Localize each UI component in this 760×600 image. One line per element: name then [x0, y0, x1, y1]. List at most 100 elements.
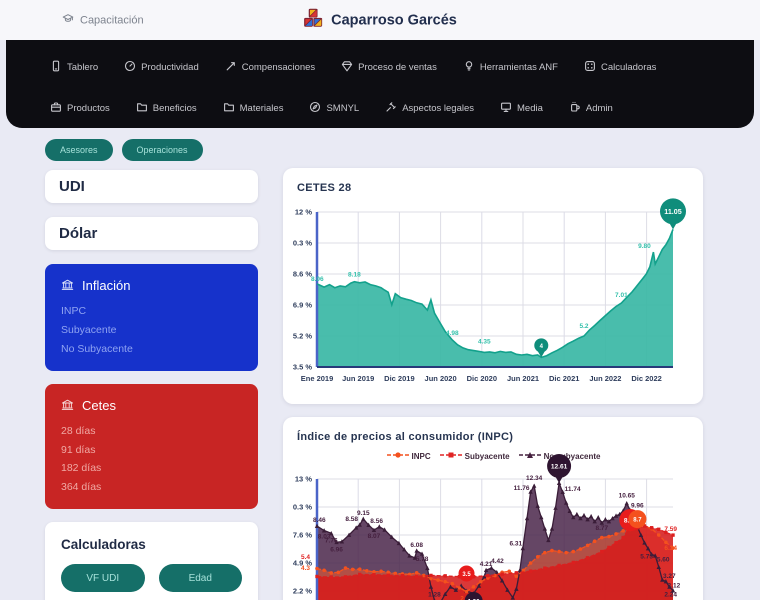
svg-text:8.6 %: 8.6 %: [293, 270, 313, 279]
svg-text:8.77: 8.77: [595, 525, 608, 532]
svg-text:Jun 2021: Jun 2021: [507, 374, 539, 383]
svg-text:8.06: 8.06: [311, 276, 324, 283]
svg-text:9.15: 9.15: [357, 510, 370, 517]
svg-text:2.2 %: 2.2 %: [293, 586, 313, 595]
nav-capacitacion-label: Capacitación: [80, 14, 144, 26]
svg-text:12.34: 12.34: [526, 475, 543, 482]
svg-text:11.05: 11.05: [664, 208, 682, 216]
pill-operaciones[interactable]: Operaciones: [121, 139, 203, 161]
nav-item-calculadoras[interactable]: Calculadoras: [584, 60, 656, 75]
cetes-title: Cetes: [82, 397, 116, 413]
nav-capacitacion[interactable]: Capacitación: [62, 13, 144, 28]
calculadoras-title: Calculadoras: [61, 537, 146, 553]
inpc-chart-title: Índice de precios al consumidor (INPC): [297, 431, 514, 443]
svg-text:5.2 %: 5.2 %: [293, 332, 313, 341]
nav-item-proceso-de-ventas[interactable]: Proceso de ventas: [341, 60, 437, 75]
nav-item-compensaciones[interactable]: Compensaciones: [225, 60, 315, 75]
cetes-header: Cetes: [61, 398, 242, 413]
svg-text:3.12: 3.12: [668, 582, 681, 589]
svg-text:12.61: 12.61: [551, 464, 568, 471]
svg-text:Dic 2022: Dic 2022: [631, 374, 661, 383]
folder-icon: [223, 101, 235, 116]
cetes-link-364-dias[interactable]: 364 días: [61, 481, 102, 494]
main-content: CETES 28 12 % 0.3 % 8.6 % 6.9 % 5.2 % 3.5 % En…: [283, 168, 703, 600]
calc-button-vf-udi[interactable]: VF UDI: [61, 564, 145, 593]
rate-cards: UDI Dólar: [45, 170, 258, 250]
svg-text:0.3 %: 0.3 %: [293, 239, 313, 248]
svg-text:8.46: 8.46: [313, 517, 326, 524]
nav-item-admin[interactable]: Admin: [569, 101, 613, 116]
rate-card-udi[interactable]: UDI: [45, 170, 258, 203]
svg-text:3.27: 3.27: [663, 573, 676, 580]
nav-item-label: Admin: [585, 102, 613, 114]
svg-text:5.2: 5.2: [579, 323, 588, 330]
calc-button-edad[interactable]: Edad: [158, 564, 242, 593]
svg-text:12 %: 12 %: [295, 208, 312, 217]
bank-icon: [61, 398, 74, 413]
svg-text:5.73: 5.73: [640, 553, 653, 560]
top-header: Capacitación Caparroso Garcés: [0, 0, 760, 40]
cetes-link-182-dias[interactable]: 182 días: [61, 462, 102, 475]
nav-item-label: Herramientas ANF: [479, 61, 558, 73]
calc-buttons-row-1: VF UDI Edad: [61, 564, 242, 593]
pill-asesores[interactable]: Asesores: [45, 139, 113, 161]
nav-item-herramientas-anf[interactable]: Herramientas ANF: [463, 60, 558, 75]
inflacion-link-subyacente[interactable]: Subyacente: [61, 323, 117, 336]
nav-item-label: Aspectos legales: [402, 102, 475, 114]
nav-item-tablero[interactable]: Tablero: [50, 60, 98, 75]
cetes-link-28-dias[interactable]: 28 días: [61, 424, 96, 437]
mug-icon: [569, 101, 581, 116]
briefcase-icon: [50, 101, 62, 116]
legend-triangle-marker: [518, 451, 542, 461]
navbar-row-1: Tablero Productividad Compensaciones Proces…: [50, 51, 754, 83]
svg-text:11.76: 11.76: [514, 485, 530, 492]
sidebar-pills: Asesores Operaciones: [45, 139, 258, 161]
inpc-chart-card: Índice de precios al consumidor (INPC) I…: [283, 417, 703, 600]
svg-text:4.9 %: 4.9 %: [293, 558, 313, 567]
svg-text:5.4: 5.4: [301, 554, 310, 561]
nav-item-productividad[interactable]: Productividad: [124, 60, 199, 75]
inpc-legend: INPC Subyacente No subyacente: [297, 451, 689, 461]
gauge-icon: [124, 60, 136, 75]
inflacion-link-no-subyacente[interactable]: No Subyacente: [61, 342, 133, 355]
graduation-cap-icon: [62, 13, 74, 28]
svg-text:5.60: 5.60: [657, 557, 670, 564]
svg-text:8.07: 8.07: [368, 533, 381, 540]
nav-item-media[interactable]: Media: [500, 101, 543, 116]
brand[interactable]: Caparroso Garcés: [303, 8, 457, 32]
navbar-row-2: Productos Beneficios Materiales SMNYL Aspect…: [50, 92, 754, 124]
svg-text:Ene 2019: Ene 2019: [301, 374, 334, 383]
inflacion-card: Inflación INPC Subyacente No Subyacente: [45, 264, 258, 371]
sidebar: Asesores Operaciones UDI Dólar Inflación I…: [45, 139, 258, 600]
svg-text:Jun 2019: Jun 2019: [342, 374, 374, 383]
legend-item-no-subyacente[interactable]: No subyacente: [518, 451, 600, 461]
legend-label: INPC: [411, 451, 431, 461]
rate-card-dolar[interactable]: Dólar: [45, 217, 258, 250]
inflacion-link-inpc[interactable]: INPC: [61, 305, 87, 317]
svg-text:Dic 2020: Dic 2020: [467, 374, 497, 383]
bulb-icon: [463, 60, 475, 75]
nav-item-productos[interactable]: Productos: [50, 101, 110, 116]
nav-item-smnyl[interactable]: SMNYL: [309, 101, 359, 116]
nav-item-aspectos-legales[interactable]: Aspectos legales: [385, 101, 474, 116]
svg-text:4.21: 4.21: [480, 561, 493, 568]
svg-text:7.76: 7.76: [325, 537, 338, 544]
svg-text:4: 4: [540, 344, 544, 350]
svg-text:8.58: 8.58: [345, 516, 358, 523]
nav-item-label: Compensaciones: [241, 61, 316, 73]
legend-item-inpc[interactable]: INPC: [386, 451, 431, 461]
nav-item-beneficios[interactable]: Beneficios: [136, 101, 197, 116]
grid-icon: [584, 60, 596, 75]
nav-item-materiales[interactable]: Materiales: [223, 101, 284, 116]
nav-item-label: Materiales: [239, 102, 284, 114]
svg-text:8.7: 8.7: [633, 517, 642, 523]
svg-text:3.5: 3.5: [462, 572, 471, 578]
inpc-chart: 13 % 0.3 % 7.6 % 4.9 % 2.2 % 8.46 8.037.76 6.96…: [293, 454, 681, 600]
svg-text:0.3 %: 0.3 %: [293, 502, 313, 511]
svg-text:9.80: 9.80: [638, 243, 651, 250]
legend-item-subyacente[interactable]: Subyacente: [439, 451, 510, 461]
svg-text:4.98: 4.98: [446, 330, 459, 337]
svg-text:Jun 2020: Jun 2020: [425, 374, 457, 383]
cetes-link-91-dias[interactable]: 91 días: [61, 443, 96, 456]
svg-text:6.34: 6.34: [664, 545, 677, 552]
